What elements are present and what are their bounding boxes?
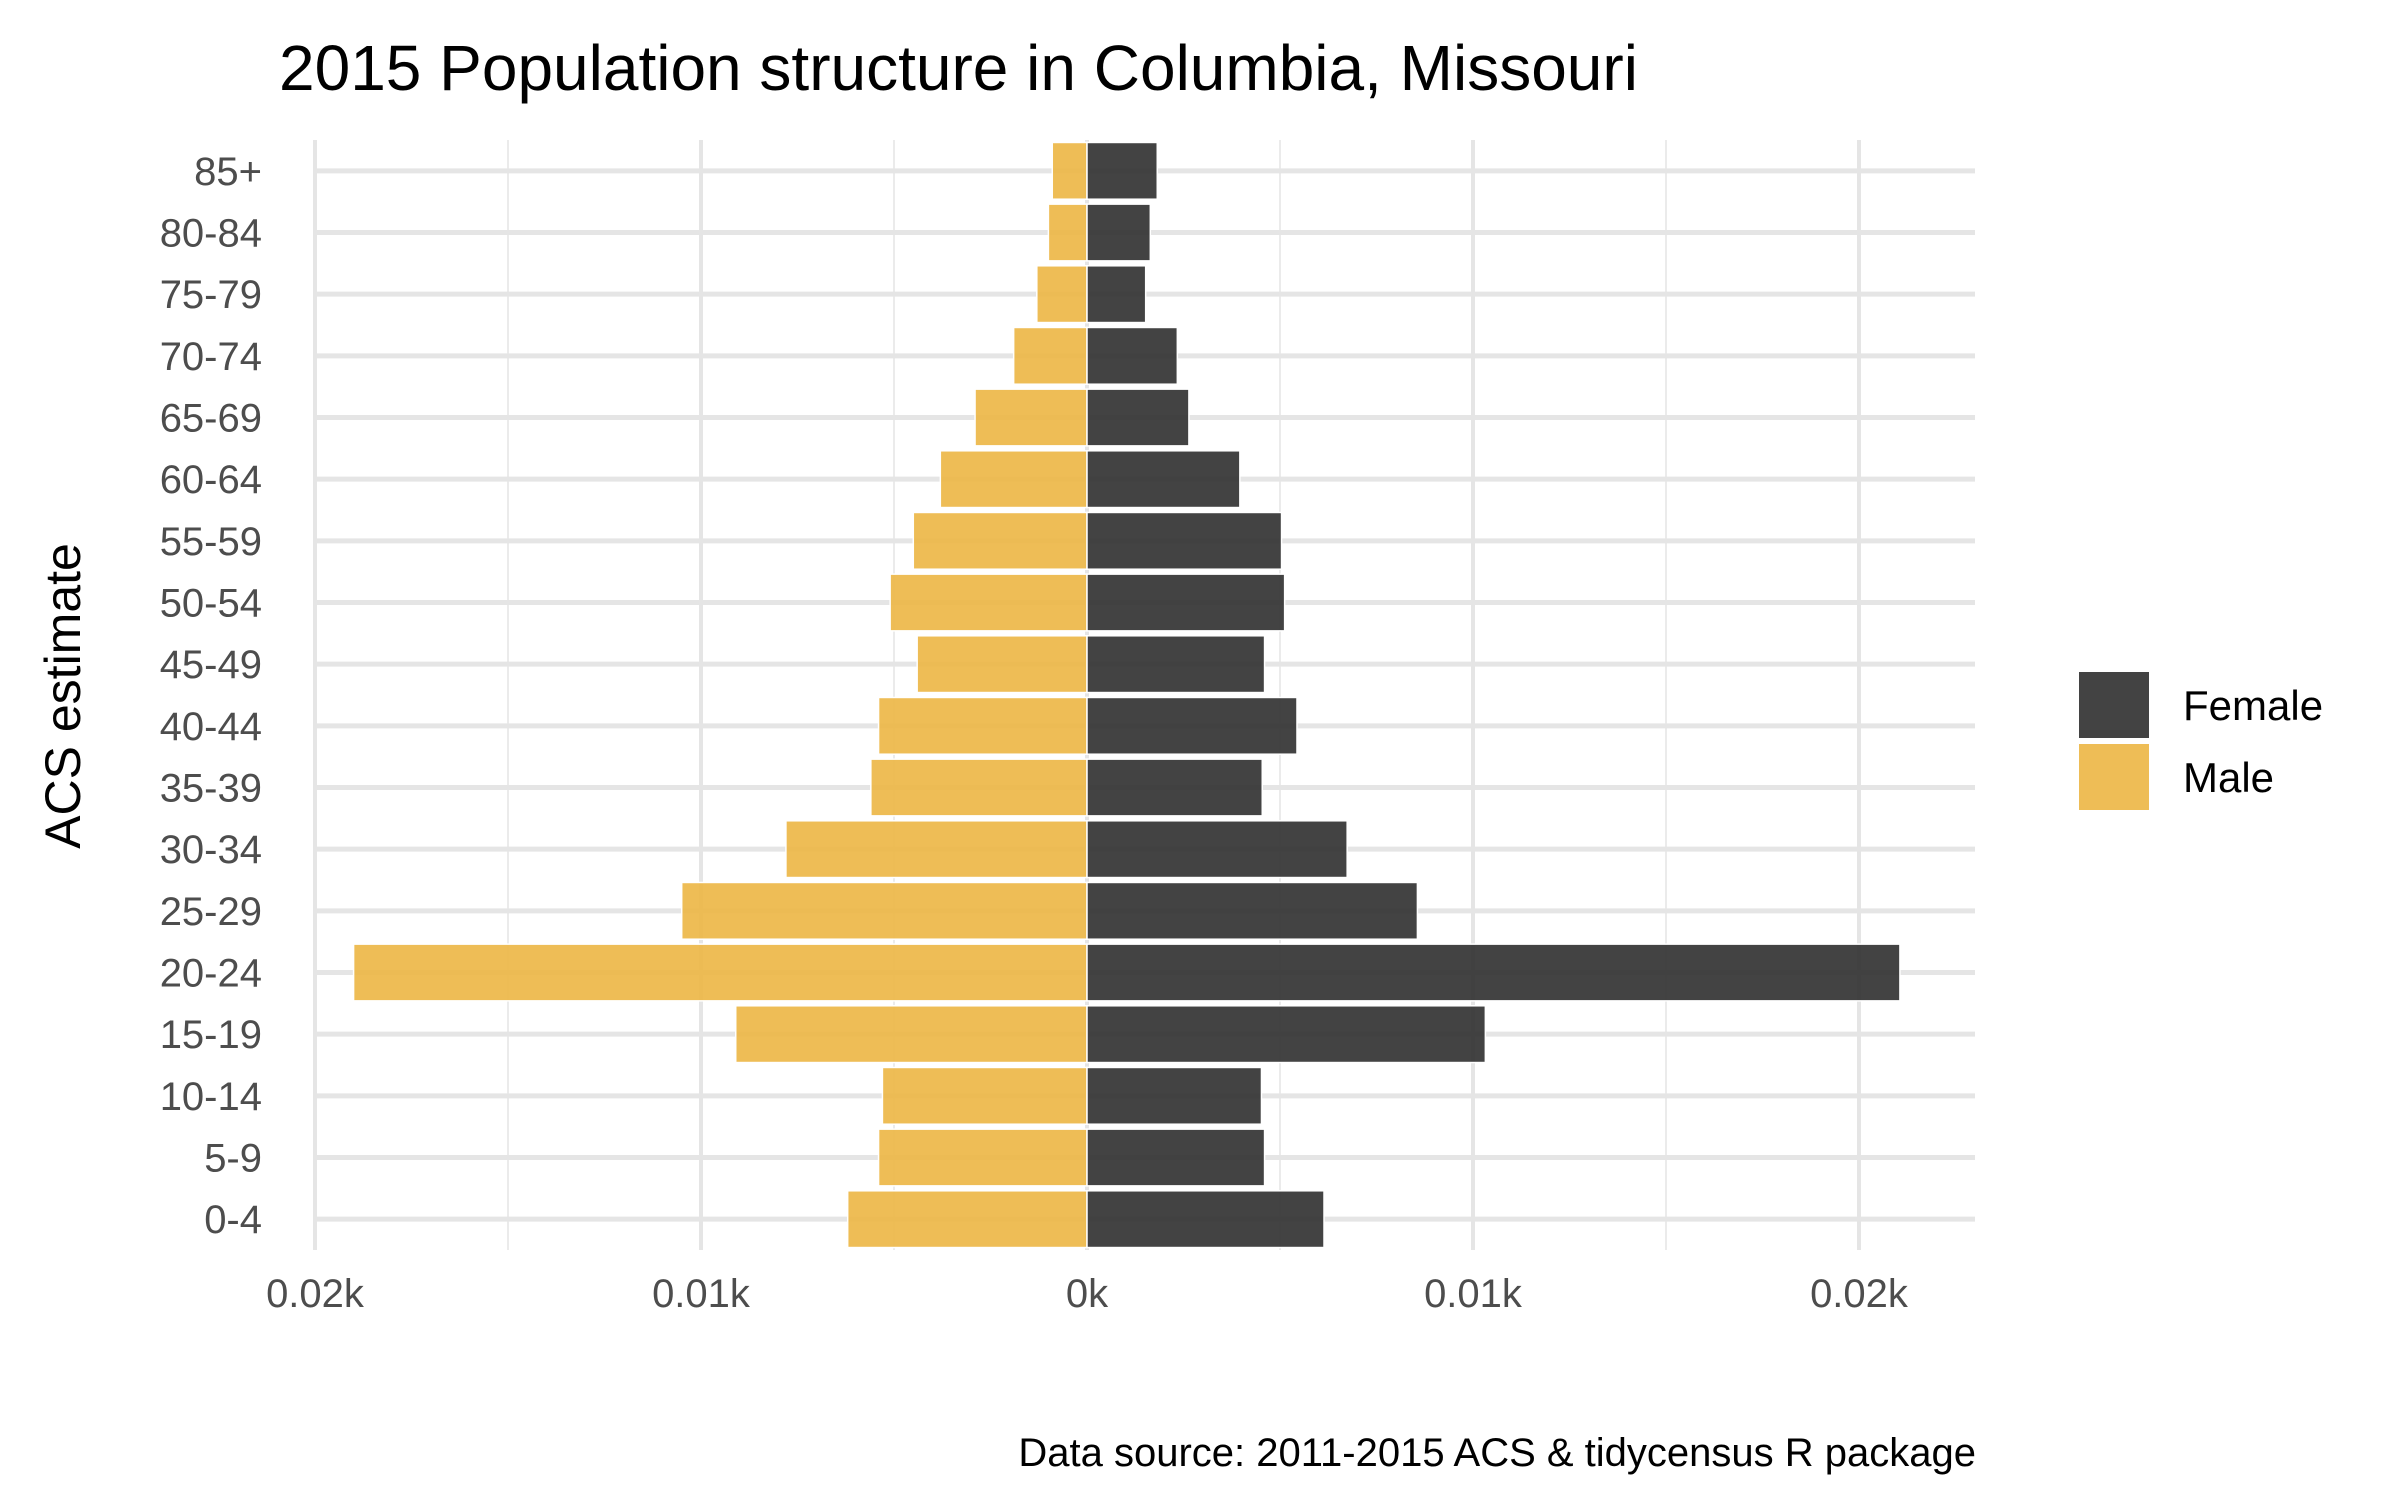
bar-female-70-74 [1086, 326, 1179, 385]
bar-female-75-79 [1086, 265, 1147, 324]
y-tick-label: 25-29 [160, 890, 262, 934]
bar-female-30-34 [1086, 820, 1348, 879]
bar-female-60-64 [1086, 450, 1241, 509]
y-tick-label: 70-74 [160, 335, 262, 379]
bar-female-10-14 [1086, 1066, 1263, 1125]
bar-female-25-29 [1086, 881, 1419, 940]
bar-female-40-44 [1086, 696, 1298, 755]
bar-male-5-9 [877, 1128, 1088, 1187]
legend: Female Male [2079, 672, 2323, 810]
chart-title: 2015 Population structure in Columbia, M… [279, 32, 1638, 104]
bar-female-45-49 [1086, 635, 1266, 694]
bar-male-70-74 [1012, 326, 1088, 385]
x-tick-label: 0k [1066, 1272, 1109, 1316]
y-tick-label: 50-54 [160, 582, 262, 626]
bar-male-45-49 [916, 635, 1088, 694]
y-tick-label: 60-64 [160, 458, 262, 502]
y-tick-label: 55-59 [160, 520, 262, 564]
bar-female-5-9 [1086, 1128, 1266, 1187]
y-tick-label: 20-24 [160, 952, 262, 996]
y-tick-label: 0-4 [204, 1198, 262, 1242]
bar-female-55-59 [1086, 511, 1283, 570]
bar-female-20-24 [1086, 943, 1901, 1002]
bar-male-30-34 [785, 820, 1088, 879]
y-tick-label: 35-39 [160, 767, 262, 811]
bar-female-35-39 [1086, 758, 1263, 817]
bar-female-85+ [1086, 141, 1159, 200]
bar-female-50-54 [1086, 573, 1286, 632]
bar-female-65-69 [1086, 388, 1190, 447]
y-tick-labels: 0-4 5-9 10-14 15-19 20-24 25-29 30-34 35-39 40-4… [160, 150, 262, 1242]
bar-male-25-29 [680, 881, 1088, 940]
bar-male-10-14 [881, 1066, 1088, 1125]
y-tick-label: 15-19 [160, 1013, 262, 1057]
bar-male-55-59 [912, 511, 1088, 570]
bar-male-0-4 [846, 1190, 1088, 1249]
legend-label-male: Male [2183, 754, 2274, 801]
bar-male-50-54 [889, 573, 1088, 632]
bar-male-75-79 [1036, 265, 1088, 324]
x-tick-label: 0.02k [1810, 1272, 1909, 1316]
y-tick-label: 75-79 [160, 273, 262, 317]
bar-female-80-84 [1086, 203, 1152, 262]
y-tick-label: 45-49 [160, 643, 262, 687]
x-tick-label: 0.02k [266, 1272, 365, 1316]
bar-male-60-64 [939, 450, 1088, 509]
bar-female-15-19 [1086, 1005, 1487, 1064]
y-tick-label: 40-44 [160, 705, 262, 749]
bar-male-35-39 [870, 758, 1088, 817]
bar-male-65-69 [974, 388, 1088, 447]
bar-male-80-84 [1047, 203, 1088, 262]
chart-caption: Data source: 2011-2015 ACS & tidycensus … [1018, 1431, 1976, 1475]
legend-key-female [2079, 672, 2149, 738]
y-axis-label: ACS estimate [35, 543, 91, 849]
y-tick-label: 65-69 [160, 397, 262, 441]
y-tick-label: 30-34 [160, 828, 262, 872]
bar-male-20-24 [352, 943, 1088, 1002]
x-tick-label: 0.01k [652, 1272, 751, 1316]
bar-male-85+ [1051, 141, 1088, 200]
y-tick-label: 10-14 [160, 1075, 262, 1119]
bar-male-15-19 [734, 1005, 1088, 1064]
bars-layer [352, 141, 1901, 1249]
y-tick-label: 80-84 [160, 212, 262, 256]
legend-label-female: Female [2183, 682, 2323, 729]
bar-male-40-44 [877, 696, 1088, 755]
bar-female-0-4 [1086, 1190, 1325, 1249]
x-tick-label: 0.01k [1424, 1272, 1523, 1316]
y-tick-label: 5-9 [204, 1137, 262, 1181]
legend-key-male [2079, 744, 2149, 810]
x-tick-labels: 0.02k 0.01k 0k 0.01k 0.02k [266, 1272, 1909, 1316]
y-tick-label: 85+ [194, 150, 262, 194]
